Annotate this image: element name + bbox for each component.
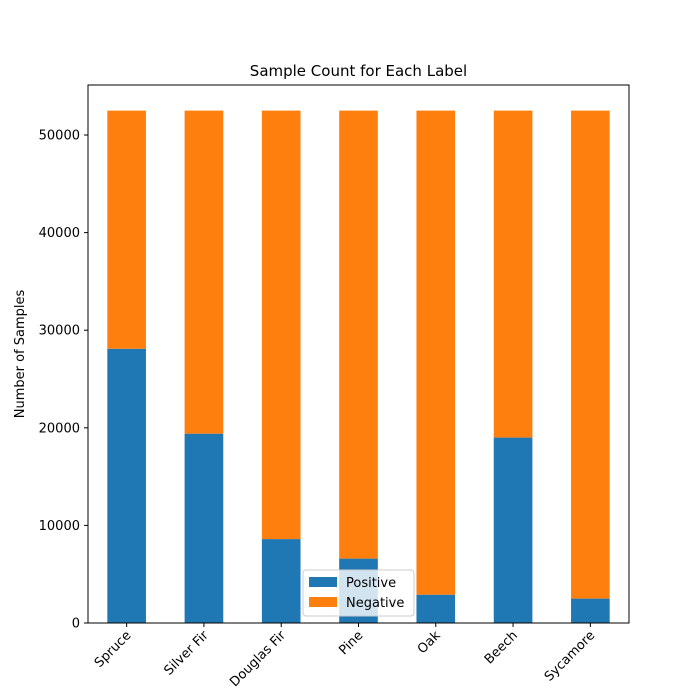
- legend-label-positive: Positive: [346, 576, 396, 591]
- legend-swatch-positive: [309, 577, 337, 587]
- legend-swatch-negative: [309, 597, 337, 607]
- bars-layer: [107, 110, 610, 623]
- bar-negative-6: [571, 110, 610, 599]
- x-tick-label-3: Pine: [336, 628, 366, 658]
- bar-positive-5: [493, 437, 533, 623]
- bar-positive-2: [261, 539, 301, 623]
- bar-negative-5: [493, 110, 533, 438]
- x-tick-label-2: Douglas Fir: [227, 628, 289, 690]
- bar-positive-1: [184, 433, 224, 623]
- x-tick-label-4: Oak: [415, 628, 444, 657]
- bar-negative-2: [261, 110, 301, 540]
- y-ticks: 0 10000 20000 30000 40000 50000: [39, 129, 88, 632]
- x-ticks: Spruce Silver Fir Douglas Fir Pine Oak Beech S…: [92, 623, 598, 690]
- x-tick-label-6: Sycamore: [542, 628, 598, 684]
- bar-positive-0: [107, 348, 146, 623]
- bar-positive-6: [571, 598, 610, 623]
- y-tick-label-5: 50000: [39, 129, 80, 144]
- x-tick-label-5: Beech: [482, 628, 521, 667]
- y-tick-label-0: 0: [72, 617, 80, 632]
- y-tick-label-4: 40000: [39, 226, 80, 241]
- y-tick-label-2: 20000: [39, 421, 80, 436]
- chart-title: Sample Count for Each Label: [250, 62, 467, 80]
- bar-negative-3: [339, 110, 378, 559]
- y-axis-label: Number of Samples: [13, 290, 28, 419]
- x-tick-label-1: Silver Fir: [161, 628, 212, 679]
- bar-negative-1: [184, 110, 224, 434]
- bar-positive-4: [416, 594, 456, 623]
- plot-frame: [87, 84, 630, 624]
- legend-label-negative: Negative: [346, 596, 404, 611]
- y-tick-label-3: 30000: [39, 324, 80, 339]
- y-tick-label-1: 10000: [39, 519, 80, 534]
- x-tick-label-0: Spruce: [92, 628, 135, 671]
- bar-negative-4: [416, 110, 456, 595]
- bar-negative-0: [107, 110, 146, 349]
- legend: Positive Negative: [302, 569, 415, 617]
